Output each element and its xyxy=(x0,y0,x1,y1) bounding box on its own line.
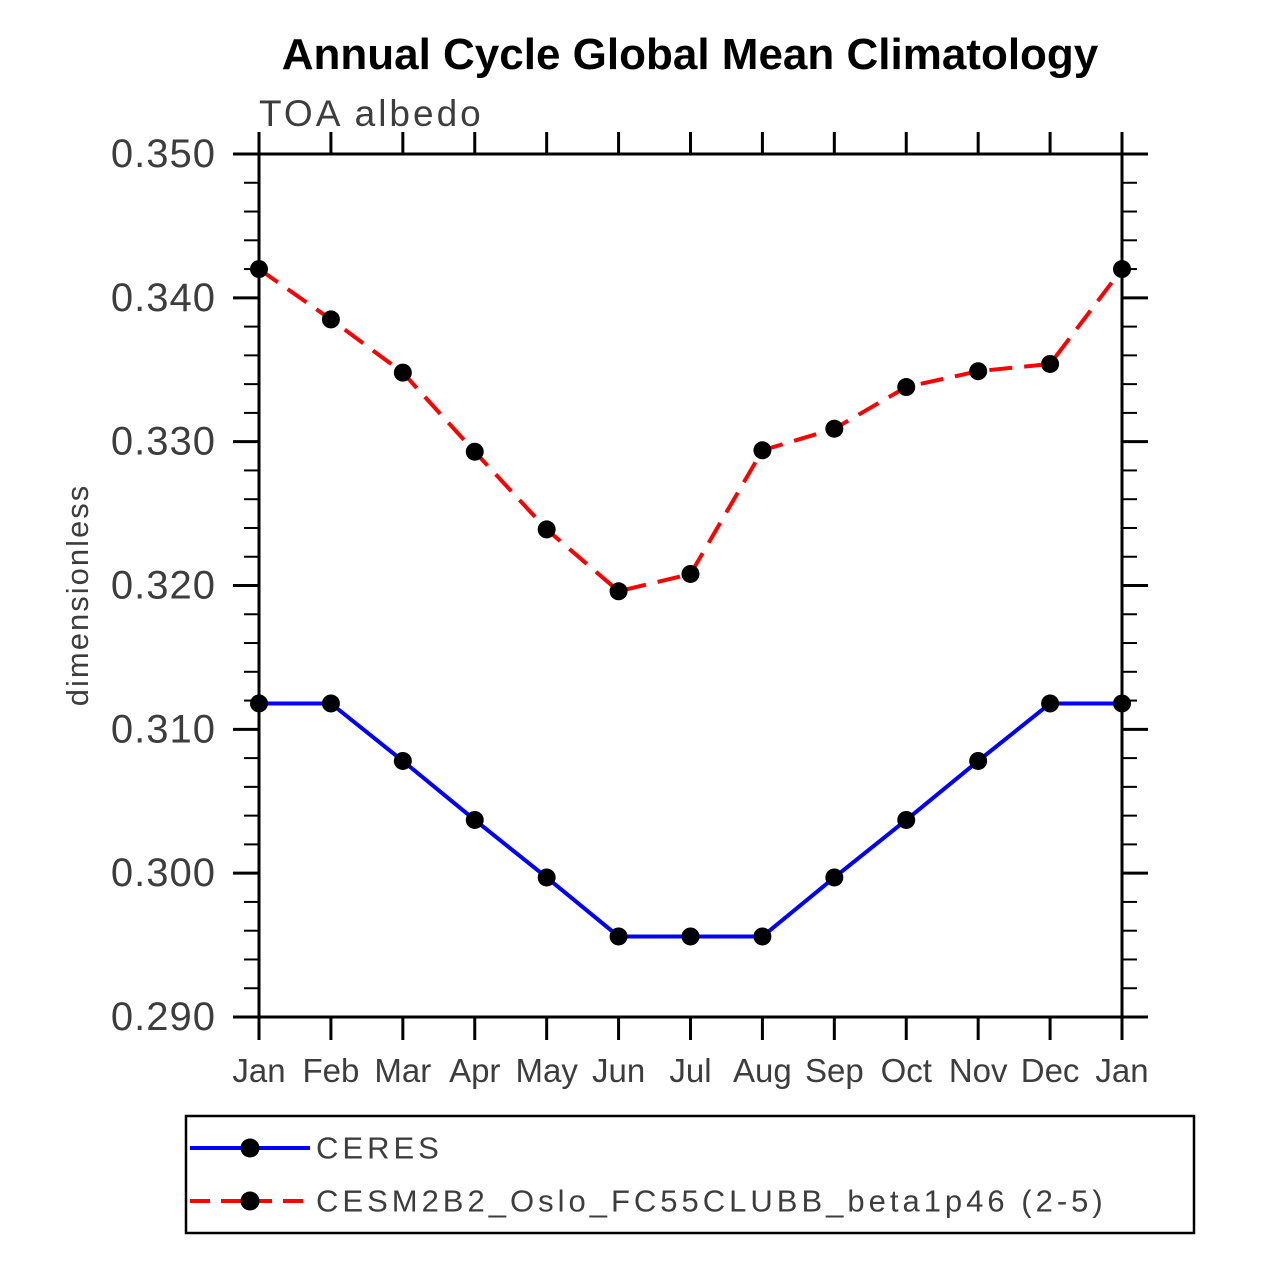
y-tick-label: 0.350 xyxy=(111,132,216,176)
data-point-marker xyxy=(753,927,772,946)
legend-box xyxy=(184,1114,1196,1235)
x-tick-label: Apr xyxy=(449,1052,500,1089)
x-tick-label: Dec xyxy=(1021,1052,1080,1089)
data-point-marker xyxy=(681,927,700,946)
legend: CERES CESM2B2_Oslo_FC55CLUBB_beta1p46 (2-… xyxy=(184,1114,1196,1235)
data-point-marker xyxy=(825,868,844,887)
legend-marker xyxy=(240,1191,260,1211)
data-point-marker xyxy=(969,362,988,381)
data-point-marker xyxy=(825,419,844,438)
y-tick-label: 0.300 xyxy=(111,851,216,895)
x-tick-label: May xyxy=(515,1052,578,1089)
plot-border xyxy=(257,152,1124,1019)
data-point-marker xyxy=(537,868,556,887)
axis-ticks xyxy=(233,132,1148,1040)
x-tick-label: Mar xyxy=(374,1052,431,1089)
y-tick-label: 0.340 xyxy=(111,276,216,320)
y-tick-label: 0.310 xyxy=(111,707,216,751)
axis-subtitle: TOA albedo xyxy=(259,93,484,134)
x-tick-label: Aug xyxy=(733,1052,792,1089)
legend-label: CESM2B2_Oslo_FC55CLUBB_beta1p46 (2-5) xyxy=(316,1184,1107,1219)
data-point-marker xyxy=(393,363,412,382)
y-tick-label: 0.320 xyxy=(111,564,216,608)
x-tick-label: Oct xyxy=(881,1052,932,1089)
axis-tick-labels: Jan Feb Mar Apr May Jun Jul Aug Sep Oct Nov Dec Jan 0… xyxy=(111,132,1149,1089)
y-tick-label: 0.290 xyxy=(111,995,216,1039)
x-tick-label: Jan xyxy=(1095,1052,1148,1089)
data-point-marker xyxy=(609,927,628,946)
data-point-marker xyxy=(1113,260,1131,279)
data-point-marker xyxy=(321,694,340,713)
y-tick-label: 0.330 xyxy=(111,420,216,464)
legend-label: CERES xyxy=(316,1131,443,1166)
data-point-marker xyxy=(897,810,916,829)
series-line xyxy=(259,701,1122,939)
data-point-marker xyxy=(753,441,772,460)
x-tick-label: Nov xyxy=(949,1052,1008,1089)
data-point-marker xyxy=(1041,694,1060,713)
data-point-marker xyxy=(609,582,628,601)
data-point-marker xyxy=(537,520,556,539)
data-point-marker xyxy=(1113,694,1131,713)
data-point-marker xyxy=(250,694,268,713)
legend-marker xyxy=(240,1138,260,1158)
x-tick-label: Jun xyxy=(592,1052,645,1089)
data-point-marker xyxy=(250,260,268,279)
y-axis-label: dimensionless xyxy=(60,484,95,706)
data-point-marker xyxy=(321,310,340,329)
x-tick-label: Feb xyxy=(302,1052,359,1089)
data-point-marker xyxy=(465,810,484,829)
series-line xyxy=(257,267,1124,594)
data-point-marker xyxy=(1041,354,1060,373)
data-point-marker xyxy=(897,378,916,397)
data-point-marker xyxy=(465,442,484,461)
chart-title: Annual Cycle Global Mean Climatology xyxy=(282,30,1099,79)
x-tick-label: Jul xyxy=(669,1052,711,1089)
data-series xyxy=(250,260,1131,946)
data-point-marker xyxy=(969,751,988,770)
x-tick-label: Jan xyxy=(232,1052,285,1089)
legend-entries: CERES CESM2B2_Oslo_FC55CLUBB_beta1p46 (2-… xyxy=(190,1131,1107,1219)
data-point-marker xyxy=(393,751,412,770)
x-tick-label: Sep xyxy=(805,1052,864,1089)
data-point-marker xyxy=(681,564,700,583)
